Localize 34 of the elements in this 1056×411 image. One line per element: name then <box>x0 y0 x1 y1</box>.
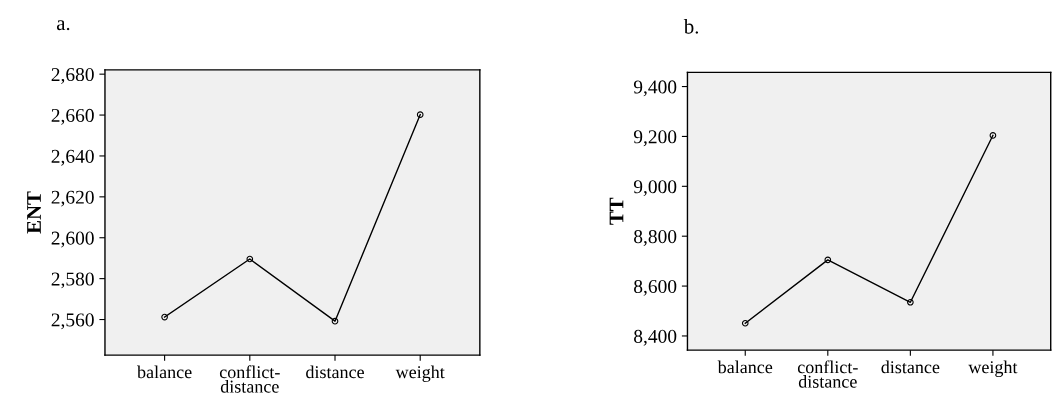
x-tick-label: balance <box>137 365 192 379</box>
x-tick-label: distance <box>881 360 940 374</box>
x-tick-label: weight <box>395 365 445 382</box>
y-tick-label: 2,560 <box>51 313 94 330</box>
y-tick-label: 2,620 <box>51 190 94 207</box>
chart-title: a. <box>56 20 70 31</box>
point <box>741 319 749 327</box>
y-axis-title: TT <box>609 197 624 225</box>
point <box>824 256 832 264</box>
point <box>331 317 339 325</box>
y-tick-label: 2,580 <box>51 272 94 289</box>
point <box>416 111 424 118</box>
line-series <box>161 111 424 325</box>
y-tick-label: 2,640 <box>51 149 94 166</box>
y-axis-title: ENT <box>27 191 41 234</box>
y-tick-label: 9,400 <box>633 80 677 97</box>
y-tick-label: 9,200 <box>633 130 677 147</box>
y-tick-label: 2,680 <box>51 67 94 84</box>
x-tick-label: weight <box>968 360 1018 378</box>
y-tick-label: 9,000 <box>633 180 677 197</box>
x-tick-label: distance <box>306 365 364 379</box>
point <box>989 132 997 139</box>
y-tick-label: 8,600 <box>634 279 677 296</box>
y-tick-label: 8,400 <box>634 329 677 346</box>
point <box>907 298 914 306</box>
y-tick-label: 2,600 <box>51 231 94 248</box>
x-tick-label: balance <box>717 360 773 374</box>
point <box>246 255 254 263</box>
chart-title: b. <box>683 18 699 34</box>
x-tick-label: conflict- distance <box>797 360 858 388</box>
point <box>161 313 168 321</box>
x-tick-label: conflict- distance <box>219 365 280 393</box>
y-tick-label: 8,800 <box>634 230 677 246</box>
y-tick-label: 2,660 <box>51 108 94 125</box>
